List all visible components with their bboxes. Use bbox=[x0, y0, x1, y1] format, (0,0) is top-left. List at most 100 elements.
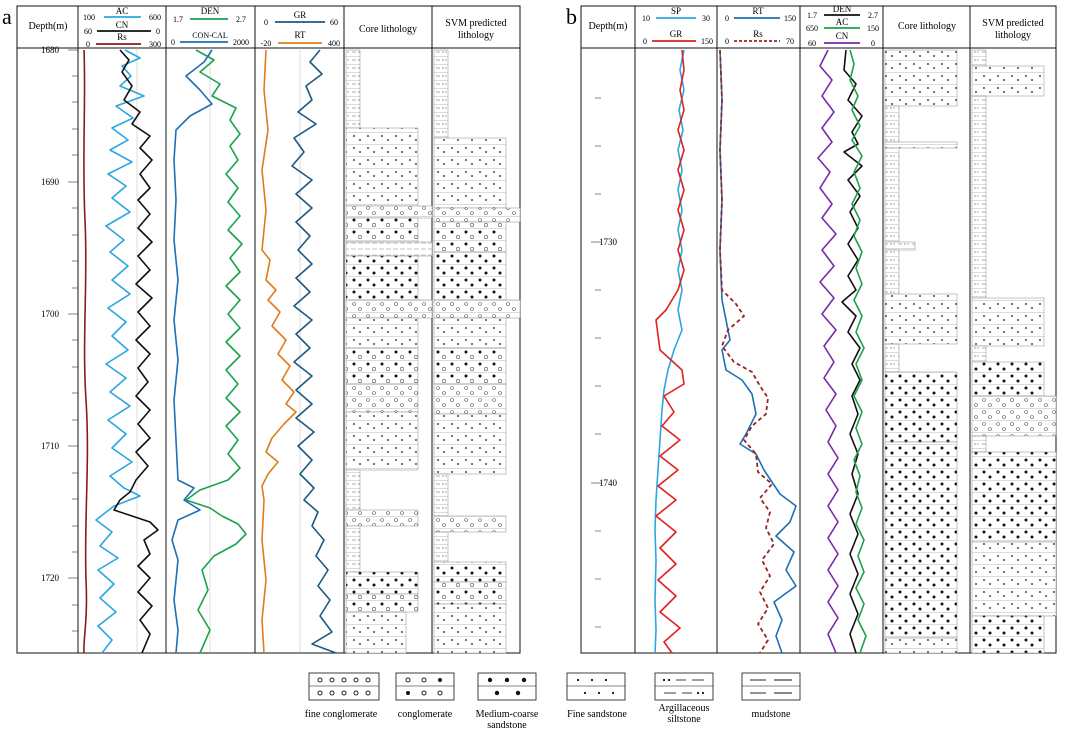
svg-text:0: 0 bbox=[725, 37, 729, 46]
svg-text:400: 400 bbox=[328, 39, 340, 48]
panel-a-svm-column bbox=[433, 49, 521, 654]
svg-text:CON-CAL: CON-CAL bbox=[192, 31, 228, 40]
panel-a-frame bbox=[16, 5, 521, 654]
panel-a-curves bbox=[83, 49, 337, 654]
svg-text:RT: RT bbox=[295, 30, 306, 40]
svg-text:AC: AC bbox=[116, 6, 129, 16]
svg-text:60: 60 bbox=[84, 27, 92, 36]
ac-curve-b bbox=[849, 49, 867, 654]
svg-text:conglomerate: conglomerate bbox=[398, 709, 453, 720]
legend-item-fine-sandstone: Fine sandstone bbox=[566, 672, 627, 720]
svg-text:Medium-coarse: Medium-coarse bbox=[476, 709, 539, 720]
svg-text:1.7: 1.7 bbox=[807, 11, 817, 20]
depth-label-a-1: 1690 bbox=[41, 177, 60, 187]
rs-curve-a bbox=[83, 49, 89, 654]
svg-text:sandstone: sandstone bbox=[487, 720, 527, 730]
panel-b-frame bbox=[580, 5, 1057, 654]
rt-curve-b bbox=[719, 49, 797, 654]
svg-text:mudstone: mudstone bbox=[752, 709, 791, 720]
svg-text:150: 150 bbox=[867, 24, 879, 33]
svg-text:Rs: Rs bbox=[753, 29, 763, 39]
svg-text:100: 100 bbox=[83, 13, 95, 22]
svg-text:300: 300 bbox=[149, 40, 161, 49]
gr-curve-a bbox=[291, 49, 337, 654]
svg-text:0: 0 bbox=[86, 40, 90, 49]
panel-a-track3-header: GR 0 60 RT -20 400 bbox=[261, 10, 340, 48]
den-curve-b bbox=[841, 49, 863, 654]
svg-text:Fine sandstone: Fine sandstone bbox=[567, 709, 627, 720]
svg-text:siltstone: siltstone bbox=[667, 714, 701, 725]
panel-b-core-column bbox=[884, 49, 958, 654]
cn-curve-a bbox=[113, 49, 159, 654]
panel-b-svm-title-2: lithology bbox=[995, 30, 1031, 41]
svg-text:fine conglomerate: fine conglomerate bbox=[305, 709, 378, 720]
legend-item-fine-conglomerate: fine conglomerate bbox=[305, 672, 380, 720]
svg-text:SP: SP bbox=[671, 6, 681, 16]
svg-text:AC: AC bbox=[836, 17, 849, 27]
panel-b-depth-axis bbox=[591, 97, 601, 628]
panel-a-svm-title-2: lithology bbox=[458, 30, 494, 41]
svg-text:0: 0 bbox=[643, 37, 647, 46]
svg-text:GR: GR bbox=[294, 10, 307, 20]
depth-label-a-4: 1720 bbox=[41, 573, 60, 583]
svg-text:Rs: Rs bbox=[117, 32, 127, 42]
panel-a-core-column bbox=[345, 49, 433, 654]
svg-text:30: 30 bbox=[702, 14, 710, 23]
cal-curve-a bbox=[171, 49, 213, 654]
panel-a-depth-title: Depth(m) bbox=[29, 21, 68, 32]
panel-a-depth-axis bbox=[68, 49, 78, 632]
sp-curve-b bbox=[654, 49, 685, 654]
panel-b-track2-header: RT 0 150 Rs 0 70 bbox=[725, 6, 796, 46]
panel-b-svm-title-1: SVM predicted bbox=[982, 18, 1043, 29]
svg-text:CN: CN bbox=[836, 31, 849, 41]
panel-b-track1-header: SP 10 30 GR 0 150 bbox=[642, 6, 713, 46]
cn-curve-b bbox=[817, 49, 839, 654]
rt-curve-a bbox=[261, 49, 297, 654]
svg-text:600: 600 bbox=[149, 13, 161, 22]
svg-text:DEN: DEN bbox=[201, 6, 220, 16]
panel-b-depth-title: Depth(m) bbox=[589, 21, 628, 32]
svg-text:RT: RT bbox=[753, 6, 764, 16]
svg-text:-20: -20 bbox=[261, 39, 272, 48]
legend-item-conglomerate: conglomerate bbox=[395, 672, 455, 720]
panel-b-core-title: Core lithology bbox=[898, 21, 956, 32]
rs-curve-b bbox=[719, 49, 775, 654]
svg-text:650: 650 bbox=[806, 24, 818, 33]
legend-item-mudstone: mudstone bbox=[741, 672, 801, 720]
svg-text:2000: 2000 bbox=[233, 38, 249, 47]
svg-text:150: 150 bbox=[701, 37, 713, 46]
svg-text:60: 60 bbox=[330, 18, 338, 27]
svg-text:Argillaceous: Argillaceous bbox=[659, 703, 710, 714]
svg-text:GR: GR bbox=[670, 29, 683, 39]
den-curve-a bbox=[185, 49, 247, 654]
panel-b-svm-column bbox=[971, 49, 1057, 654]
svg-text:0: 0 bbox=[725, 14, 729, 23]
svg-text:2.7: 2.7 bbox=[236, 15, 246, 24]
depth-label-a-2: 1700 bbox=[41, 309, 60, 319]
panel-b-track3-header: DEN 1.7 2.7 AC 650 150 CN 60 0 bbox=[806, 4, 879, 48]
gr-curve-b bbox=[655, 49, 685, 654]
legend: fine conglomerate conglomerate Medium-co… bbox=[305, 672, 801, 730]
ac-curve-a bbox=[95, 49, 145, 654]
svg-text:0: 0 bbox=[264, 18, 268, 27]
panel-a-core-title: Core lithology bbox=[359, 24, 417, 35]
svg-text:60: 60 bbox=[808, 39, 816, 48]
legend-item-argillaceous-siltstone: Argillaceous siltstone bbox=[654, 672, 714, 725]
svg-text:0: 0 bbox=[156, 27, 160, 36]
panel-a-track1-header: AC 100 600 CN 60 0 Rs 0 300 bbox=[83, 6, 161, 49]
svg-text:0: 0 bbox=[871, 39, 875, 48]
panel-a-letter: a bbox=[2, 4, 12, 29]
svg-text:2.7: 2.7 bbox=[868, 11, 878, 20]
panel-a-svm-title-1: SVM predicted bbox=[445, 18, 506, 29]
svg-text:1.7: 1.7 bbox=[173, 15, 183, 24]
svg-text:150: 150 bbox=[784, 14, 796, 23]
svg-text:CN: CN bbox=[116, 20, 129, 30]
depth-label-a-0: 1680 bbox=[41, 45, 60, 55]
legend-item-medium-coarse-sandstone: Medium-coarse sandstone bbox=[476, 672, 539, 730]
depth-label-b-0: 1730 bbox=[599, 237, 618, 247]
svg-text:70: 70 bbox=[786, 37, 794, 46]
svg-text:10: 10 bbox=[642, 14, 650, 23]
panel-b-curves bbox=[654, 49, 867, 654]
depth-label-a-3: 1710 bbox=[41, 441, 60, 451]
